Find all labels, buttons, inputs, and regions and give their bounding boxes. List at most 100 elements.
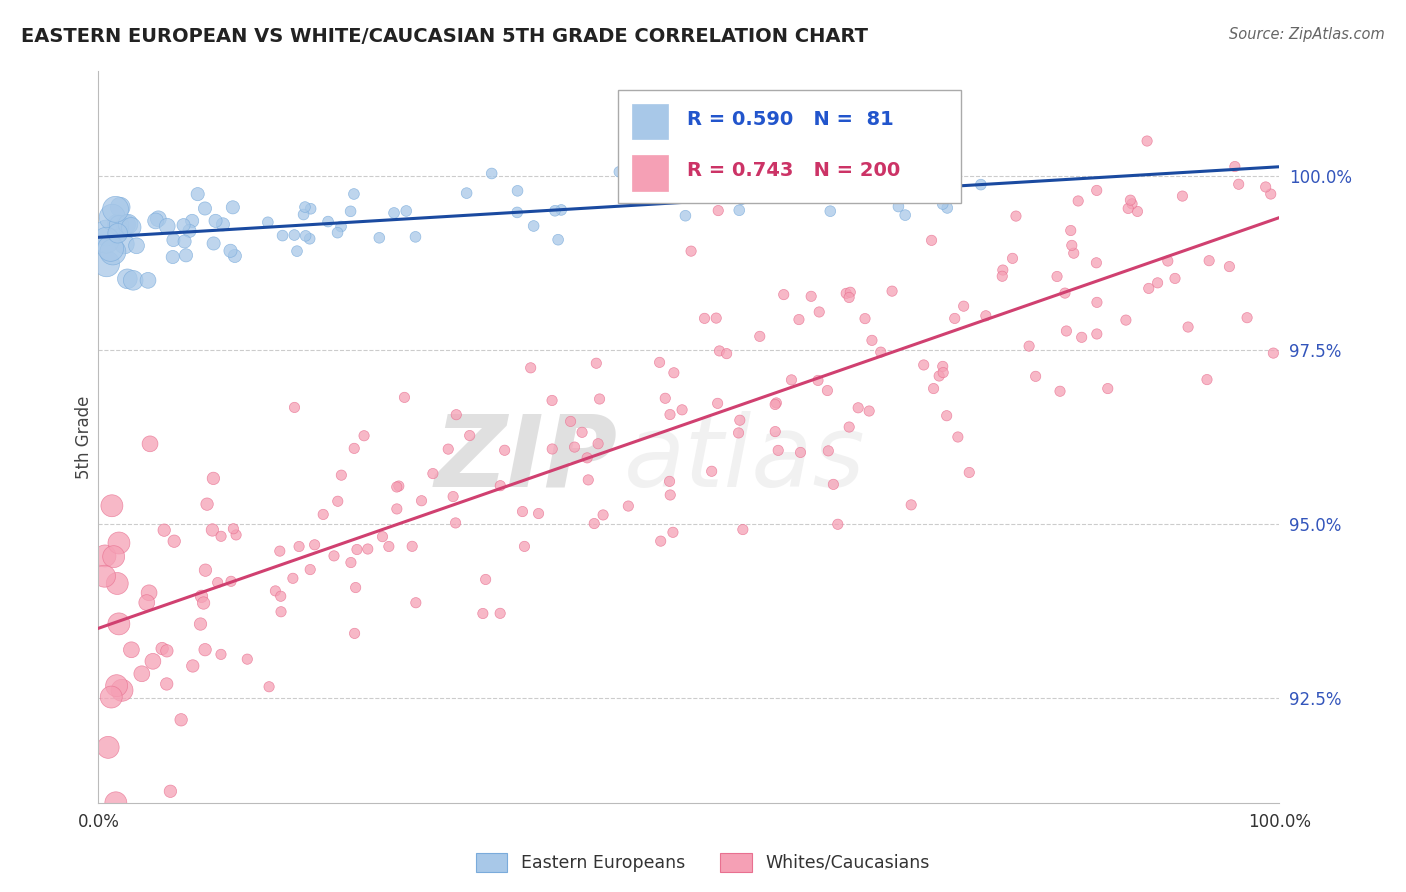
- Point: [481, 166, 503, 180]
- Point: [101, 244, 124, 259]
- Point: [586, 436, 609, 450]
- Point: [943, 311, 966, 326]
- Point: [936, 201, 959, 215]
- Point: [193, 596, 215, 610]
- Point: [1195, 373, 1218, 387]
- Point: [583, 516, 606, 531]
- Point: [991, 269, 1014, 284]
- Text: EASTERN EUROPEAN VS WHITE/CAUCASIAN 5TH GRADE CORRELATION CHART: EASTERN EUROPEAN VS WHITE/CAUCASIAN 5TH …: [21, 27, 868, 45]
- Point: [281, 571, 304, 585]
- Point: [1115, 313, 1137, 327]
- Point: [209, 648, 232, 662]
- Point: [108, 536, 131, 550]
- Point: [1157, 254, 1180, 268]
- Point: [925, 185, 948, 199]
- Point: [271, 228, 294, 243]
- Point: [1085, 256, 1108, 270]
- Point: [815, 384, 838, 398]
- Point: [860, 334, 883, 348]
- Point: [662, 525, 685, 540]
- Point: [458, 428, 481, 442]
- Point: [1236, 310, 1258, 325]
- Point: [900, 498, 922, 512]
- Point: [1054, 324, 1077, 338]
- Point: [190, 617, 212, 632]
- Point: [122, 273, 145, 287]
- Point: [105, 576, 128, 591]
- Point: [842, 190, 865, 204]
- Point: [219, 574, 242, 589]
- Point: [96, 226, 118, 240]
- Point: [1198, 253, 1220, 268]
- Point: [709, 343, 731, 358]
- Point: [382, 206, 405, 220]
- Point: [108, 223, 131, 237]
- Point: [148, 211, 170, 226]
- Point: [111, 683, 134, 698]
- Point: [299, 563, 322, 577]
- Point: [401, 539, 423, 553]
- Point: [494, 443, 516, 458]
- Point: [156, 219, 179, 234]
- Point: [576, 473, 599, 487]
- Point: [693, 311, 716, 326]
- Point: [648, 355, 671, 369]
- Point: [202, 471, 225, 485]
- Point: [787, 312, 810, 326]
- Point: [780, 373, 803, 387]
- Point: [1136, 134, 1159, 148]
- Point: [513, 540, 536, 554]
- Point: [869, 345, 891, 359]
- Point: [846, 401, 869, 415]
- Point: [506, 205, 529, 219]
- Point: [105, 217, 128, 231]
- Point: [201, 523, 224, 537]
- Text: Source: ZipAtlas.com: Source: ZipAtlas.com: [1229, 27, 1385, 42]
- Point: [125, 239, 148, 253]
- Point: [269, 544, 291, 558]
- Point: [101, 499, 124, 513]
- Point: [437, 442, 460, 456]
- Point: [371, 530, 394, 544]
- Point: [576, 450, 599, 465]
- Point: [270, 605, 292, 619]
- Point: [136, 273, 159, 287]
- Point: [823, 477, 845, 491]
- Point: [588, 392, 610, 406]
- Point: [346, 542, 368, 557]
- Point: [100, 690, 122, 704]
- Point: [97, 740, 120, 755]
- Point: [609, 165, 631, 179]
- Point: [807, 373, 830, 387]
- Point: [187, 187, 209, 202]
- Point: [894, 208, 917, 222]
- Point: [716, 346, 738, 360]
- Point: [1126, 204, 1149, 219]
- Point: [1260, 187, 1282, 202]
- Point: [957, 466, 980, 480]
- Point: [880, 284, 903, 298]
- Point: [264, 583, 287, 598]
- Point: [1001, 252, 1024, 266]
- Point: [474, 573, 496, 587]
- Point: [748, 329, 770, 343]
- Point: [110, 200, 132, 214]
- Point: [700, 464, 723, 478]
- Point: [1049, 384, 1071, 399]
- Point: [704, 311, 727, 326]
- Point: [283, 401, 305, 415]
- Point: [207, 575, 229, 590]
- Point: [800, 289, 823, 303]
- Point: [385, 502, 408, 516]
- Point: [1053, 286, 1076, 301]
- Y-axis label: 5th Grade: 5th Grade: [75, 395, 93, 479]
- Point: [659, 488, 682, 502]
- Point: [108, 219, 131, 233]
- Point: [326, 226, 349, 240]
- Point: [1171, 189, 1194, 203]
- Point: [523, 219, 546, 233]
- Point: [405, 596, 427, 610]
- Point: [156, 644, 179, 658]
- Point: [659, 408, 682, 422]
- Point: [150, 641, 173, 656]
